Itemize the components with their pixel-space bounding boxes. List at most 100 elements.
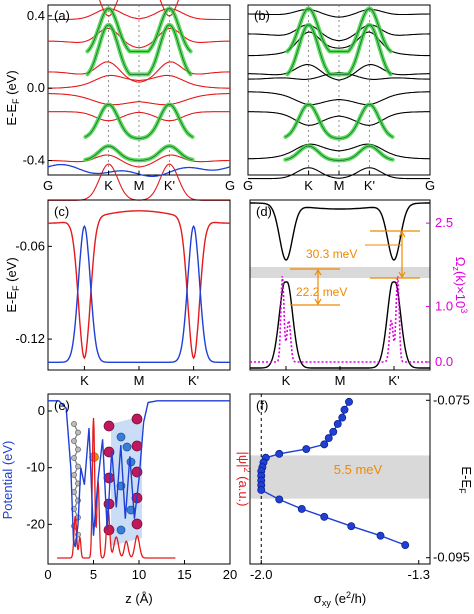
c-xtick-label-1: M (134, 373, 145, 388)
b-black-band-6 (248, 111, 430, 126)
d-arrow-30-head-top (398, 230, 406, 238)
e-atom-blue-5 (122, 442, 132, 452)
f-point-3 (333, 419, 342, 428)
d-xtick-label-1: M (335, 373, 346, 388)
f-y2tick-label-1: -0.095 (433, 550, 470, 565)
panel-f-gap-band (250, 455, 430, 499)
f-y2tick-label-0: -0.075 (433, 392, 470, 407)
panel-d-gap-band (250, 267, 430, 278)
panel-f-annotation: 5.5 meV (334, 462, 383, 477)
b-xtick-label-4: G (425, 178, 435, 193)
f-xtick-label-1: -1.3 (408, 567, 430, 582)
panel-d-berry-curvature (250, 276, 430, 363)
f-point-7 (302, 445, 311, 454)
a-red-band-3 (48, 61, 230, 83)
a-green-band-core-3 (85, 145, 193, 161)
panel-f-xticks: -2.0 -1.3 (250, 560, 430, 582)
panel-d-annotation-30: 30.3 meV (306, 247, 357, 261)
panel-d-y2label: Ωz(k)×103 (451, 257, 469, 313)
b-xtick-label-3: K' (364, 178, 375, 193)
a-green-band-3 (83, 144, 195, 163)
panel-e-potential (48, 400, 230, 548)
b-xtick-label-1: K (304, 178, 313, 193)
a-ytick-label-2: -0.4 (23, 153, 45, 168)
panel-a: 0.4 0.0 -0.4 G K M K' G (a) (23, 0, 235, 201)
e-graphene-atom-2 (71, 438, 77, 444)
b-green-band-core-1 (287, 24, 391, 75)
d-arrow-22-head-bottom (314, 298, 322, 306)
a-red-band-0 (48, 8, 230, 21)
panel-e-y2label: |ψ|2 (a.u.) (236, 451, 252, 506)
b-green-band-core-0 (287, 8, 391, 52)
b-xtick-label-0: G (243, 178, 253, 193)
panel-b-xticks: G K M K' G (243, 171, 435, 193)
e-ytick-label-0: 0 (38, 403, 45, 418)
panel-d-xticks: K M K' (282, 366, 400, 388)
panel-a-label: (a) (54, 8, 70, 23)
a-red-band-6 (48, 111, 230, 122)
panel-e-ylabel: Potential (eV) (0, 441, 15, 520)
d-arrow-30-head-bottom (398, 271, 406, 279)
panel-f-points (257, 397, 410, 550)
panel-e-yticks: 0 -10 -20 (26, 403, 52, 531)
d-y2tick-label-1: 1.0 (435, 298, 453, 313)
panel-c-blue-band (48, 224, 230, 363)
f-xtick-label-0: -2.0 (250, 567, 272, 582)
panel-d-y2ticks: 2.5 1.0 0.0 (426, 215, 453, 369)
f-point-6 (320, 440, 329, 449)
f-point-17 (275, 495, 284, 504)
f-point-8 (275, 449, 284, 458)
a-xtick-label-4: G (225, 178, 235, 193)
d-xtick-label-2: K' (388, 373, 399, 388)
c-ytick-label-0: -0.06 (15, 238, 45, 253)
panel-f: 5.5 meV -0.075 -0.095 -2.0 -1.3 (f) (249, 392, 470, 582)
f-point-16 (257, 486, 266, 494)
d-y2tick-label-2: 0.0 (435, 354, 453, 369)
panel-e-label: (e) (54, 398, 70, 413)
panel-b-green-bands (283, 6, 395, 163)
a-red-band-5 (48, 93, 230, 106)
panel-f-y2ticks: -0.075 -0.095 (426, 392, 470, 565)
b-black-band-0 (248, 8, 430, 18)
a-red-band-2 (98, 0, 180, 17)
f-point-5 (324, 434, 333, 443)
panel-c-xticks: K M K' (80, 366, 199, 388)
b-black-band-5 (248, 91, 430, 106)
f-point-0 (345, 397, 353, 406)
panel-e: 0 -10 -20 0 5 10 15 20 (e) (26, 393, 237, 582)
a-red-band-1 (48, 27, 230, 49)
e-graphene-atom-0 (71, 421, 77, 427)
c-xtick-label-2: K' (188, 373, 199, 388)
panel-b-label: (b) (254, 8, 270, 23)
f-point-22 (401, 541, 410, 550)
b-green-band-3 (283, 144, 395, 163)
d-y2tick-label-0: 2.5 (435, 215, 453, 230)
a-xtick-label-3: K' (164, 178, 175, 193)
panel-c-frame (47, 199, 231, 371)
b-green-band-core-2 (285, 104, 393, 140)
e-atom-purple-0 (103, 420, 115, 432)
e-graphene-atom-1 (75, 429, 81, 436)
e-xtick-label-2: 10 (132, 567, 146, 582)
b-black-band-8 (248, 167, 430, 180)
e-graphene-atom-4 (71, 455, 77, 461)
e-ytick-label-1: -10 (26, 460, 45, 475)
panel-a-yticks: 0.4 0.0 -0.4 (23, 8, 52, 168)
b-green-band-core-3 (285, 145, 393, 161)
b-black-band-3 (248, 64, 430, 81)
a-green-band-core-1 (87, 24, 191, 75)
e-atom-blue-4 (116, 525, 126, 535)
b-black-band-2 (248, 31, 430, 57)
panel-e-xticks: 0 5 10 15 20 (44, 560, 237, 582)
b-xtick-label-2: M (334, 178, 345, 193)
f-point-21 (376, 531, 385, 540)
panel-b: G K M K' G (b) (243, 4, 435, 193)
panel-f-label: (f) (256, 398, 268, 413)
f-point-18 (297, 504, 306, 513)
panel-d-gap-arrows (290, 230, 420, 306)
panel-a-xticks: G K M K' G (43, 171, 235, 193)
b-black-band-1 (248, 24, 430, 42)
panel-e-xlabel: z (Å) (125, 591, 152, 606)
panel-d: 30.3 meV 22.2 meV 2.5 1.0 0.0 K M K' (d) (249, 199, 453, 388)
panel-d-annotation-22: 22.2 meV (296, 285, 347, 299)
